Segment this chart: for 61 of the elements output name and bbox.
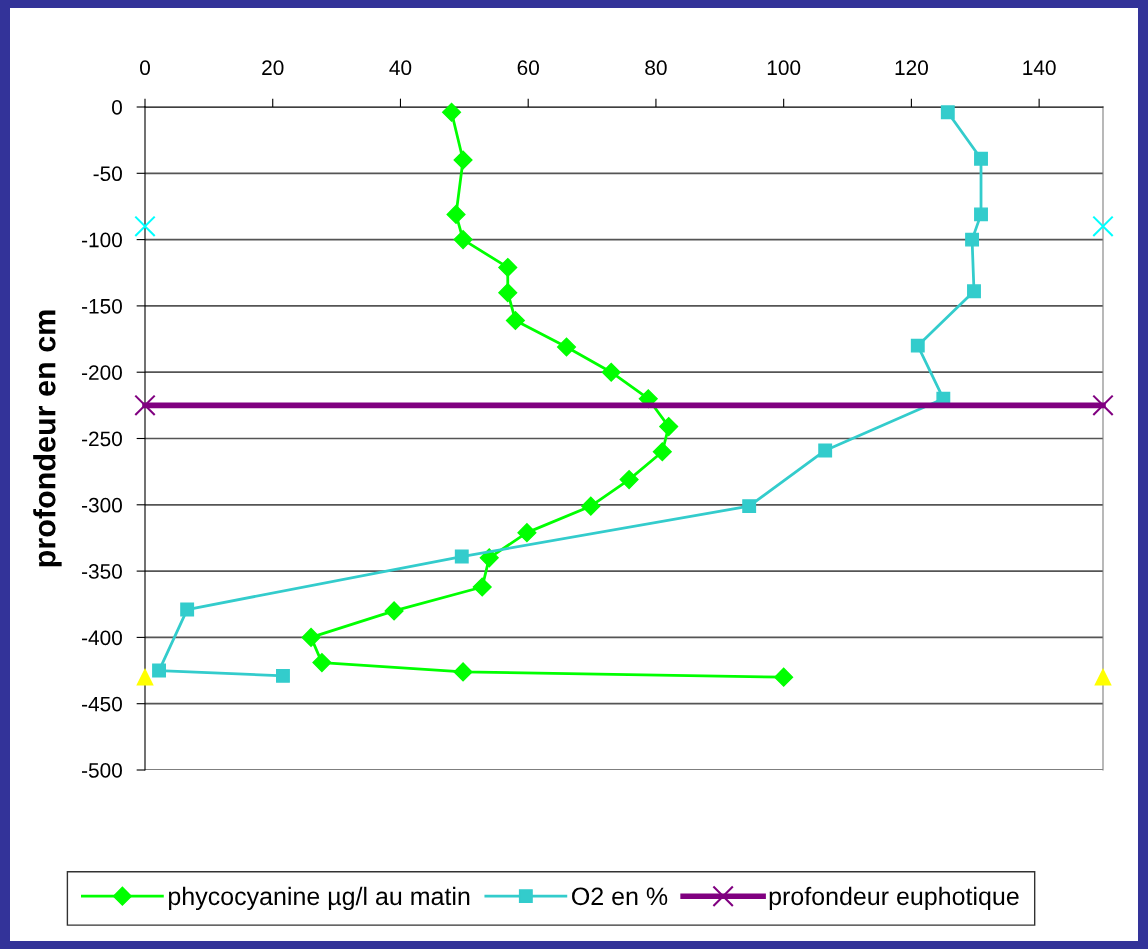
point [453, 150, 473, 170]
x-tick-label: 140 [1023, 60, 1056, 76]
point [453, 662, 473, 682]
y-tick-label: -400 [82, 630, 122, 646]
y-axis-title: profondeur en cm [33, 310, 62, 567]
point [442, 102, 462, 122]
point [940, 105, 955, 120]
point [384, 601, 404, 621]
x-tick-label: 120 [895, 60, 928, 76]
point [301, 627, 321, 647]
point [601, 362, 621, 382]
point [505, 310, 525, 331]
x-tick-label: 20 [262, 60, 284, 76]
point [1094, 668, 1112, 686]
point [652, 442, 672, 462]
point [498, 283, 518, 303]
point [498, 257, 518, 277]
point [446, 204, 466, 224]
y-tick-label: -450 [82, 696, 122, 712]
point [276, 668, 290, 683]
point [974, 151, 988, 166]
legend-label: phycocyanine µg/l au matin [169, 886, 470, 911]
y-tick-label: -50 [93, 166, 122, 182]
y-tick-label: 0 [112, 100, 122, 115]
x-tick-label: 0 [140, 60, 150, 76]
legend-label: profondeur euphotique [769, 886, 1019, 911]
point [556, 337, 577, 357]
point [134, 215, 156, 238]
point [910, 338, 925, 353]
point [454, 549, 469, 564]
x-tick-label: 100 [767, 60, 801, 76]
point [967, 284, 981, 299]
y-tick-label: -100 [82, 232, 122, 248]
y-tick-label: -200 [82, 365, 122, 380]
point [517, 523, 537, 543]
point [974, 207, 988, 222]
point [965, 232, 980, 247]
point [453, 230, 473, 250]
point [312, 653, 332, 673]
legend-label: O2 en % [572, 887, 668, 906]
x-tick-label: 60 [517, 60, 539, 76]
y-tick-label: -500 [82, 763, 122, 778]
point [1092, 215, 1114, 238]
y-tick-label: -300 [82, 497, 122, 513]
point [152, 663, 166, 678]
point [581, 496, 601, 516]
point [619, 470, 639, 490]
x-tick-label: 40 [389, 60, 412, 76]
point [659, 417, 679, 437]
point [134, 394, 156, 417]
y-tick-label: -150 [82, 298, 122, 314]
point [136, 668, 154, 686]
point [742, 499, 757, 514]
point [818, 443, 833, 458]
point [472, 577, 492, 597]
point [180, 602, 195, 617]
point [774, 667, 794, 687]
y-tick-label: -250 [82, 431, 122, 447]
x-tick-label: 80 [645, 60, 667, 76]
point [1092, 394, 1114, 417]
y-tick-label: -350 [82, 564, 122, 579]
